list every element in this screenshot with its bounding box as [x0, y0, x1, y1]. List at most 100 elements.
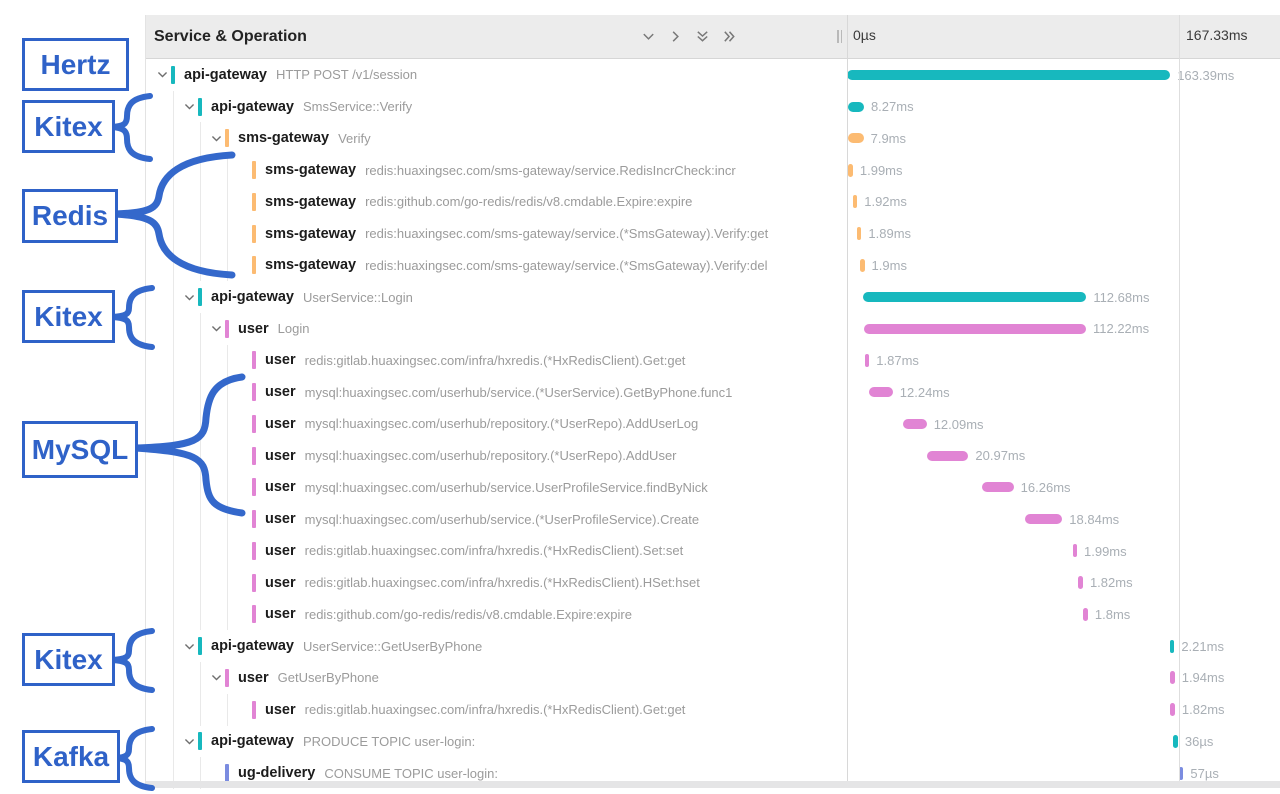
- trace-row[interactable]: user mysql:huaxingsec.com/userhub/service…: [146, 376, 1280, 408]
- span-duration-bar[interactable]: [1072, 544, 1077, 558]
- span-duration-bar[interactable]: [868, 387, 893, 398]
- span-name-cell[interactable]: api-gateway SmsService::Verify: [146, 91, 847, 123]
- span-name-cell[interactable]: api-gateway UserService::Login: [146, 281, 847, 313]
- span-duration-label: 12.09ms: [933, 416, 984, 432]
- span-duration-bar[interactable]: [1173, 734, 1178, 748]
- trace-row[interactable]: sms-gateway redis:huaxingsec.com/sms-gate…: [146, 249, 1280, 281]
- trace-row[interactable]: sms-gateway redis:huaxingsec.com/sms-gate…: [146, 218, 1280, 250]
- operation-name: mysql:huaxingsec.com/userhub/service.(*U…: [304, 384, 733, 400]
- chevron-down-icon[interactable]: [640, 29, 656, 45]
- row-collapse-chevron-icon[interactable]: [208, 670, 224, 686]
- trace-row[interactable]: api-gateway UserService::GetUserByPhone 2.…: [146, 630, 1280, 662]
- column-divider[interactable]: [847, 15, 848, 781]
- span-duration-label: 18.84ms: [1069, 511, 1120, 527]
- span-duration-bar[interactable]: [848, 163, 853, 177]
- trace-row[interactable]: ug-delivery CONSUME TOPIC user-login: 57µs: [146, 757, 1280, 789]
- span-duration-bar[interactable]: [1169, 639, 1175, 653]
- span-duration-bar[interactable]: [847, 133, 864, 144]
- span-name-cell[interactable]: user mysql:huaxingsec.com/userhub/service…: [146, 376, 847, 408]
- span-bar-cell: 8.27ms: [847, 91, 1280, 123]
- span-bar-cell: 2.21ms: [847, 630, 1280, 662]
- row-indent-spacer: [235, 226, 251, 242]
- span-duration-bar[interactable]: [860, 258, 865, 272]
- service-operation-title: Service & Operation: [154, 27, 307, 45]
- row-collapse-chevron-icon[interactable]: [208, 321, 224, 337]
- span-name-cell[interactable]: user Login: [146, 313, 847, 345]
- trace-row[interactable]: user redis:github.com/go-redis/redis/v8.c…: [146, 598, 1280, 630]
- span-bar-cell: 112.68ms: [847, 281, 1280, 313]
- chevron-right-icon[interactable]: [667, 29, 683, 45]
- span-name-cell[interactable]: user GetUserByPhone: [146, 662, 847, 694]
- span-duration-bar[interactable]: [863, 292, 1087, 303]
- span-name-cell[interactable]: ug-delivery CONSUME TOPIC user-login:: [146, 757, 847, 789]
- span-duration-bar[interactable]: [902, 418, 927, 429]
- span-name-cell[interactable]: user mysql:huaxingsec.com/userhub/service…: [146, 472, 847, 504]
- trace-row[interactable]: api-gateway UserService::Login 112.68ms: [146, 281, 1280, 313]
- trace-row[interactable]: user redis:gitlab.huaxingsec.com/infra/hx…: [146, 567, 1280, 599]
- span-name-cell[interactable]: api-gateway PRODUCE TOPIC user-login:: [146, 725, 847, 757]
- trace-row[interactable]: api-gateway HTTP POST /v1/session 163.39ms: [146, 59, 1280, 91]
- span-name-cell[interactable]: user redis:gitlab.huaxingsec.com/infra/hx…: [146, 535, 847, 567]
- span-bar-cell: 36µs: [847, 725, 1280, 757]
- trace-row[interactable]: user redis:gitlab.huaxingsec.com/infra/hx…: [146, 694, 1280, 726]
- span-name-cell[interactable]: user redis:github.com/go-redis/redis/v8.c…: [146, 598, 847, 630]
- span-name-cell[interactable]: api-gateway UserService::GetUserByPhone: [146, 630, 847, 662]
- row-collapse-chevron-icon[interactable]: [181, 289, 197, 305]
- span-duration-bar[interactable]: [926, 450, 969, 461]
- span-color-indicator: [252, 383, 256, 402]
- span-duration-label: 57µs: [1190, 765, 1219, 781]
- span-name-cell[interactable]: sms-gateway redis:github.com/go-redis/red…: [146, 186, 847, 218]
- trace-row[interactable]: user mysql:huaxingsec.com/userhub/service…: [146, 503, 1280, 535]
- span-name-cell[interactable]: user mysql:huaxingsec.com/userhub/service…: [146, 503, 847, 535]
- operation-name: redis:huaxingsec.com/sms-gateway/service…: [365, 257, 768, 273]
- span-name-cell[interactable]: sms-gateway redis:huaxingsec.com/sms-gate…: [146, 154, 847, 186]
- span-duration-bar[interactable]: [847, 101, 864, 112]
- span-name-cell[interactable]: user mysql:huaxingsec.com/userhub/reposit…: [146, 408, 847, 440]
- span-color-indicator: [252, 446, 256, 465]
- span-duration-bar[interactable]: [1178, 766, 1184, 780]
- span-duration-bar[interactable]: [1170, 703, 1175, 717]
- span-duration-bar[interactable]: [1170, 671, 1175, 685]
- span-name-cell[interactable]: sms-gateway Verify: [146, 122, 847, 154]
- row-collapse-chevron-icon[interactable]: [154, 67, 170, 83]
- trace-row[interactable]: api-gateway SmsService::Verify 8.27ms: [146, 91, 1280, 123]
- span-duration-bar[interactable]: [864, 354, 870, 367]
- trace-row[interactable]: api-gateway PRODUCE TOPIC user-login: 36µs: [146, 725, 1280, 757]
- trace-row[interactable]: user Login 112.22ms: [146, 313, 1280, 345]
- span-duration-bar[interactable]: [1078, 576, 1083, 590]
- double-chevron-down-icon[interactable]: [694, 29, 710, 45]
- span-name-cell[interactable]: sms-gateway redis:huaxingsec.com/sms-gate…: [146, 218, 847, 250]
- trace-row[interactable]: sms-gateway Verify 7.9ms: [146, 122, 1280, 154]
- row-collapse-chevron-icon[interactable]: [181, 99, 197, 115]
- span-duration-bar[interactable]: [856, 227, 862, 241]
- span-duration-bar[interactable]: [1025, 514, 1063, 525]
- bottom-scrollbar-track[interactable]: [146, 781, 1280, 788]
- trace-row[interactable]: user mysql:huaxingsec.com/userhub/reposit…: [146, 408, 1280, 440]
- trace-row[interactable]: user redis:gitlab.huaxingsec.com/infra/hx…: [146, 345, 1280, 377]
- operation-name: redis:huaxingsec.com/sms-gateway/service…: [365, 226, 769, 242]
- span-name-cell[interactable]: user mysql:huaxingsec.com/userhub/reposit…: [146, 440, 847, 472]
- annotation-box-kafka: Kafka: [22, 730, 120, 783]
- span-name-cell[interactable]: user redis:gitlab.huaxingsec.com/infra/hx…: [146, 567, 847, 599]
- span-name-cell[interactable]: user redis:gitlab.huaxingsec.com/infra/hx…: [146, 694, 847, 726]
- span-duration-bar[interactable]: [852, 195, 858, 209]
- span-name-cell[interactable]: api-gateway HTTP POST /v1/session: [146, 59, 847, 91]
- trace-row[interactable]: sms-gateway redis:huaxingsec.com/sms-gate…: [146, 154, 1280, 186]
- span-duration-bar[interactable]: [847, 69, 1171, 80]
- span-duration-bar[interactable]: [981, 482, 1014, 493]
- span-name-cell[interactable]: sms-gateway redis:huaxingsec.com/sms-gate…: [146, 249, 847, 281]
- row-collapse-chevron-icon[interactable]: [181, 733, 197, 749]
- trace-row[interactable]: user redis:gitlab.huaxingsec.com/infra/hx…: [146, 535, 1280, 567]
- operation-name: mysql:huaxingsec.com/userhub/service.Use…: [304, 479, 708, 495]
- span-name-cell[interactable]: user redis:gitlab.huaxingsec.com/infra/hx…: [146, 345, 847, 377]
- double-chevron-right-icon[interactable]: [721, 29, 737, 45]
- span-duration-bar[interactable]: [1083, 607, 1088, 621]
- trace-row[interactable]: user mysql:huaxingsec.com/userhub/reposit…: [146, 440, 1280, 472]
- trace-row[interactable]: user mysql:huaxingsec.com/userhub/service…: [146, 472, 1280, 504]
- trace-row[interactable]: sms-gateway redis:github.com/go-redis/red…: [146, 186, 1280, 218]
- row-collapse-chevron-icon[interactable]: [181, 638, 197, 654]
- column-resize-grip[interactable]: [837, 30, 844, 43]
- row-collapse-chevron-icon[interactable]: [208, 130, 224, 146]
- trace-row[interactable]: user GetUserByPhone 1.94ms: [146, 662, 1280, 694]
- span-duration-bar[interactable]: [864, 323, 1086, 334]
